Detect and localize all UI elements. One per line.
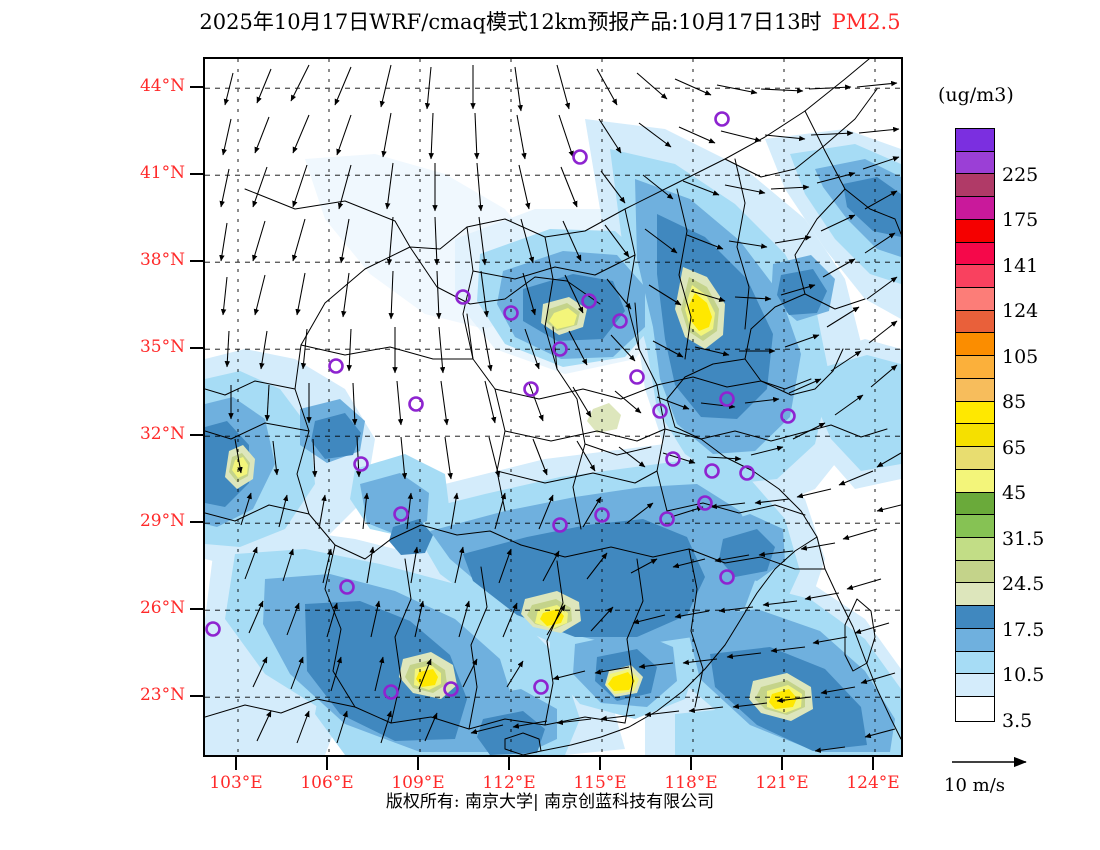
wind-scale-label: 10 m/s <box>944 775 1005 796</box>
wind-scale-arrow <box>948 752 1078 772</box>
page-title: 2025年10月17日WRF/cmaq模式12km预报产品:10月17日13时 P… <box>0 6 1100 36</box>
colorbar-tick-105: 105 <box>1002 345 1039 368</box>
colorbar-tick-65: 65 <box>1002 436 1027 459</box>
lon-label-106e: 106°E <box>300 773 354 793</box>
lat-tick <box>190 608 203 610</box>
colorbar-band <box>956 424 994 448</box>
colorbar-band <box>956 378 994 402</box>
title-pollutant-text: PM2.5 <box>831 10 901 34</box>
colorbar-band <box>956 129 994 152</box>
colorbar-band <box>956 174 994 198</box>
wind-vector-field <box>219 64 901 753</box>
colorbar-band <box>956 674 994 697</box>
colorbar-tick-3-5: 3.5 <box>1002 709 1033 732</box>
colorbar-band <box>956 447 994 470</box>
lon-label-103e: 103°E <box>209 773 263 793</box>
colorbar-band <box>956 696 994 720</box>
lon-tick <box>235 757 237 770</box>
lat-tick <box>190 434 203 436</box>
colorbar-band <box>956 401 994 425</box>
colorbar-tick-225: 225 <box>1002 163 1039 186</box>
lon-label-124e: 124°E <box>846 773 900 793</box>
colorbar-band <box>956 197 994 220</box>
colorbar-band <box>956 469 994 493</box>
lon-label-112e: 112°E <box>482 773 536 793</box>
lon-tick <box>417 757 419 770</box>
lon-label-118e: 118°E <box>664 773 718 793</box>
colorbar-band <box>956 492 994 516</box>
lat-tick <box>190 260 203 262</box>
title-main-text: 2025年10月17日WRF/cmaq模式12km预报产品:10月17日13时 <box>199 10 822 34</box>
colorbar-band <box>956 651 994 675</box>
colorbar-band <box>956 560 994 584</box>
lat-label-29n: 29°N <box>139 511 185 531</box>
colorbar-tick-17-5: 17.5 <box>1002 618 1045 641</box>
lon-tick <box>690 757 692 770</box>
colorbar-band <box>956 583 994 607</box>
lat-label-23n: 23°N <box>139 685 185 705</box>
map-canvas <box>205 59 901 755</box>
lon-tick <box>326 757 328 770</box>
colorbar-band <box>956 333 994 357</box>
concentration-field <box>205 119 901 755</box>
administrative-boundaries <box>205 59 901 755</box>
colorbar-band <box>956 606 994 629</box>
lat-tick <box>190 173 203 175</box>
colorbar-tick-85: 85 <box>1002 391 1027 414</box>
colorbar-band <box>956 310 994 334</box>
graticule-grid-vertical <box>237 59 876 755</box>
lon-label-115e: 115°E <box>573 773 627 793</box>
colorbar-band <box>956 537 994 561</box>
copyright-footer: 版权所有: 南京大学| 南京创蓝科技有限公司 <box>385 792 715 812</box>
lon-label-109e: 109°E <box>391 773 445 793</box>
colorbar-tick-141: 141 <box>1002 254 1039 277</box>
colorbar-band <box>956 356 994 379</box>
colorbar-band <box>956 242 994 266</box>
colorbar-tick-31-5: 31.5 <box>1002 527 1045 550</box>
colorbar-band <box>956 151 994 175</box>
colorbar-band <box>956 628 994 652</box>
lat-tick <box>190 347 203 349</box>
colorbar-units-label: (ug/m3) <box>938 84 1014 106</box>
colorbar-tick-24-5: 24.5 <box>1002 573 1045 596</box>
lat-label-26n: 26°N <box>139 598 185 618</box>
colorbar-tick-175: 175 <box>1002 209 1039 232</box>
lon-label-121e: 121°E <box>755 773 809 793</box>
colorbar[interactable] <box>955 128 995 722</box>
lat-label-44n: 44°N <box>139 76 185 96</box>
lat-tick <box>190 521 203 523</box>
colorbar-tick-124: 124 <box>1002 300 1039 323</box>
lat-label-32n: 32°N <box>139 424 185 444</box>
colorbar-band <box>956 288 994 311</box>
colorbar-tick-45: 45 <box>1002 482 1027 505</box>
colorbar-band <box>956 515 994 538</box>
colorbar-band <box>956 265 994 289</box>
lon-tick <box>781 757 783 770</box>
lat-label-41n: 41°N <box>139 163 185 183</box>
lon-tick <box>508 757 510 770</box>
lat-tick <box>190 695 203 697</box>
colorbar-band <box>956 219 994 243</box>
colorbar-tick-10-5: 10.5 <box>1002 664 1045 687</box>
lat-tick <box>190 86 203 88</box>
graticule-grid <box>205 87 901 698</box>
lat-label-38n: 38°N <box>139 250 185 270</box>
lon-tick <box>872 757 874 770</box>
city-marker-layer <box>205 111 796 700</box>
lon-tick <box>599 757 601 770</box>
lat-label-35n: 35°N <box>139 337 185 357</box>
map-plot-area[interactable] <box>203 57 903 757</box>
